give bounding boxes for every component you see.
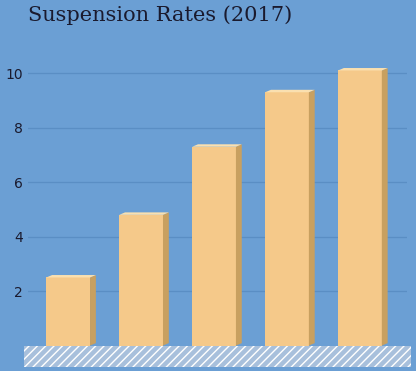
- Bar: [25, 345, 411, 367]
- Polygon shape: [192, 144, 242, 147]
- Polygon shape: [192, 147, 236, 345]
- Polygon shape: [236, 144, 242, 345]
- Text: Suspension Rates (2017): Suspension Rates (2017): [28, 6, 292, 25]
- Polygon shape: [265, 92, 309, 345]
- Polygon shape: [338, 70, 382, 345]
- Polygon shape: [382, 68, 388, 345]
- Polygon shape: [119, 212, 169, 215]
- Polygon shape: [119, 215, 163, 345]
- Polygon shape: [309, 90, 315, 345]
- Polygon shape: [338, 68, 388, 70]
- Polygon shape: [46, 278, 90, 345]
- Polygon shape: [90, 275, 96, 345]
- Polygon shape: [46, 275, 96, 278]
- Polygon shape: [163, 212, 169, 345]
- Polygon shape: [265, 90, 315, 92]
